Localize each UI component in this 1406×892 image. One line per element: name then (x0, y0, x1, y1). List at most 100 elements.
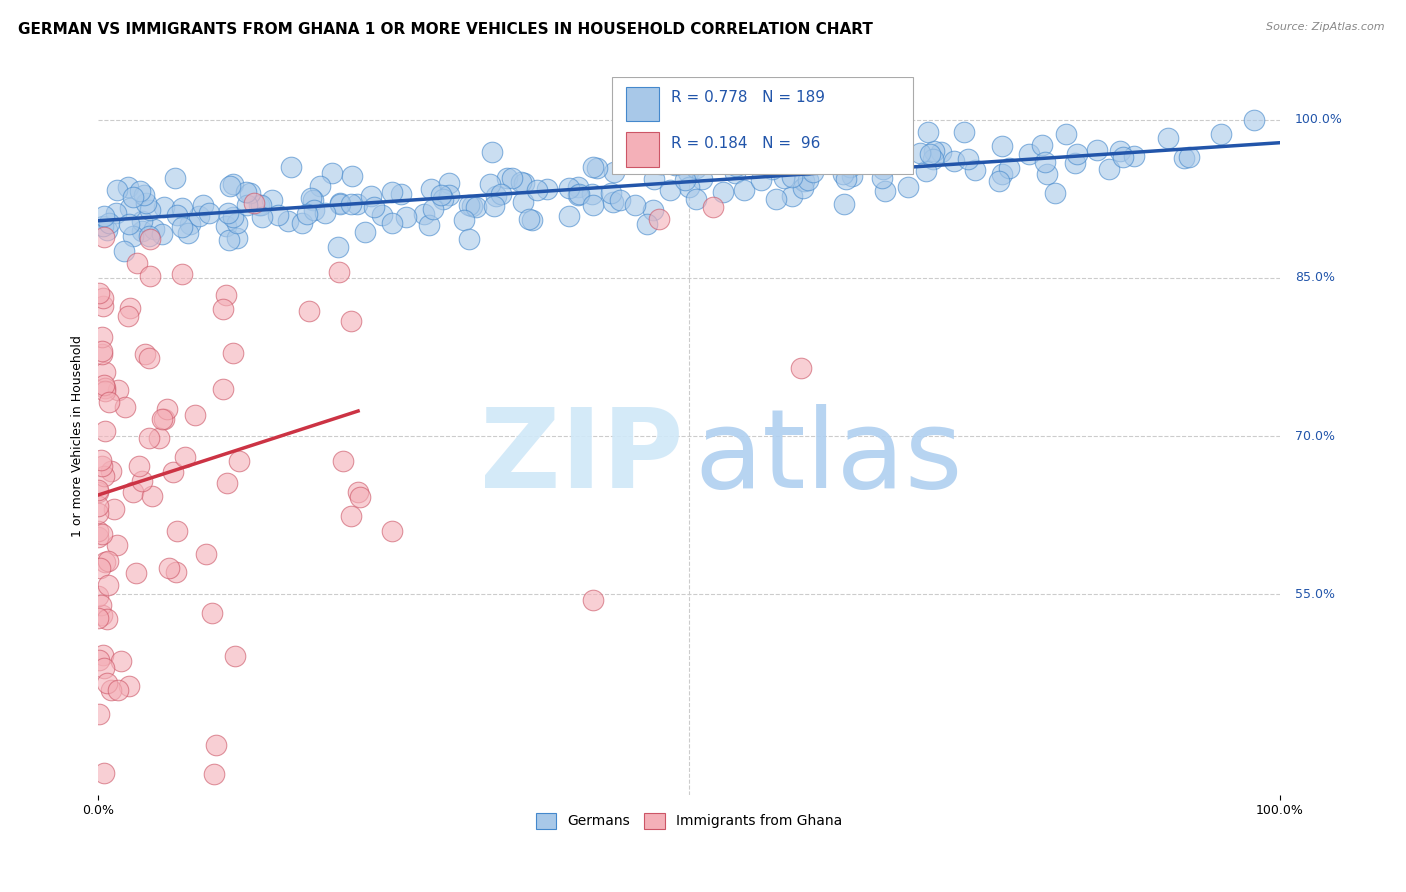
Point (201, 606, 224, 620)
Point (643, 172, 665, 186)
Point (987, 174, 1010, 188)
Point (152, 200, 174, 214)
Point (298, 303, 321, 318)
Point (481, 145, 503, 160)
Point (184, 409, 207, 423)
Point (228, 454, 250, 468)
Point (371, 208, 394, 222)
Point (87, 589, 110, 603)
Point (346, 196, 368, 211)
Point (801, 165, 824, 179)
Point (89, 561, 111, 575)
Point (1066, 146, 1088, 161)
Point (520, 213, 543, 227)
Point (93, 424, 115, 438)
Point (872, 161, 894, 176)
Point (1018, 146, 1040, 161)
Point (215, 476, 238, 491)
Point (94, 384, 117, 399)
Point (89, 706, 111, 721)
Point (91, 343, 114, 358)
Point (725, 159, 748, 173)
Point (174, 450, 197, 465)
Point (195, 547, 218, 561)
Y-axis label: 1 or more Vehicles in Household: 1 or more Vehicles in Household (72, 335, 84, 537)
Point (782, 189, 804, 203)
Text: 70.0%: 70.0% (1295, 430, 1336, 442)
Point (91, 300, 114, 314)
Point (134, 347, 156, 361)
Point (952, 126, 974, 140)
Point (1109, 144, 1132, 158)
Point (915, 163, 938, 178)
Point (93, 661, 115, 675)
Point (673, 173, 696, 187)
Point (157, 561, 180, 575)
Text: Source: ZipAtlas.com: Source: ZipAtlas.com (1267, 22, 1385, 32)
Point (780, 142, 803, 156)
Point (510, 175, 533, 189)
FancyBboxPatch shape (626, 87, 659, 121)
Point (1178, 150, 1201, 164)
Point (139, 232, 162, 246)
Point (165, 566, 187, 580)
Text: R = 0.184   N =  96: R = 0.184 N = 96 (671, 136, 821, 151)
Point (841, 169, 863, 184)
Point (1123, 149, 1146, 163)
Point (1045, 186, 1067, 200)
Point (603, 165, 626, 179)
Point (91, 527, 114, 541)
Point (117, 309, 139, 323)
Point (558, 209, 581, 223)
Point (568, 186, 591, 201)
Point (582, 198, 605, 212)
Point (321, 166, 343, 180)
FancyBboxPatch shape (612, 78, 914, 174)
Point (242, 195, 264, 210)
Point (422, 202, 444, 217)
Point (651, 157, 673, 171)
Point (685, 161, 707, 176)
Point (329, 196, 352, 211)
Point (302, 193, 325, 207)
Point (1209, 128, 1232, 142)
Point (117, 180, 139, 194)
Point (141, 489, 163, 503)
Point (458, 198, 481, 212)
Point (239, 186, 262, 200)
Point (702, 200, 724, 214)
Point (235, 185, 257, 199)
Point (249, 198, 271, 212)
Text: 100.0%: 100.0% (1295, 113, 1343, 126)
Point (222, 211, 245, 225)
Point (94, 555, 117, 569)
Point (93, 209, 115, 223)
Point (998, 161, 1021, 175)
Point (91, 459, 114, 474)
Point (1112, 150, 1135, 164)
Point (247, 198, 270, 212)
Point (170, 201, 193, 215)
Point (205, 739, 228, 753)
Point (773, 171, 796, 186)
Point (765, 192, 787, 206)
Point (1054, 127, 1077, 141)
Point (125, 566, 148, 581)
Point (179, 217, 201, 231)
Point (215, 287, 238, 301)
Point (328, 265, 350, 279)
Point (956, 152, 979, 166)
Point (152, 412, 174, 426)
Point (349, 490, 371, 504)
Point (659, 182, 682, 196)
Point (458, 232, 481, 246)
Point (793, 174, 815, 188)
Point (224, 648, 246, 663)
Point (792, 181, 814, 195)
Point (636, 217, 658, 231)
Point (1031, 138, 1053, 153)
Text: 55.0%: 55.0% (1295, 588, 1336, 601)
Point (299, 191, 322, 205)
Point (87, 286, 110, 301)
Point (329, 196, 352, 211)
